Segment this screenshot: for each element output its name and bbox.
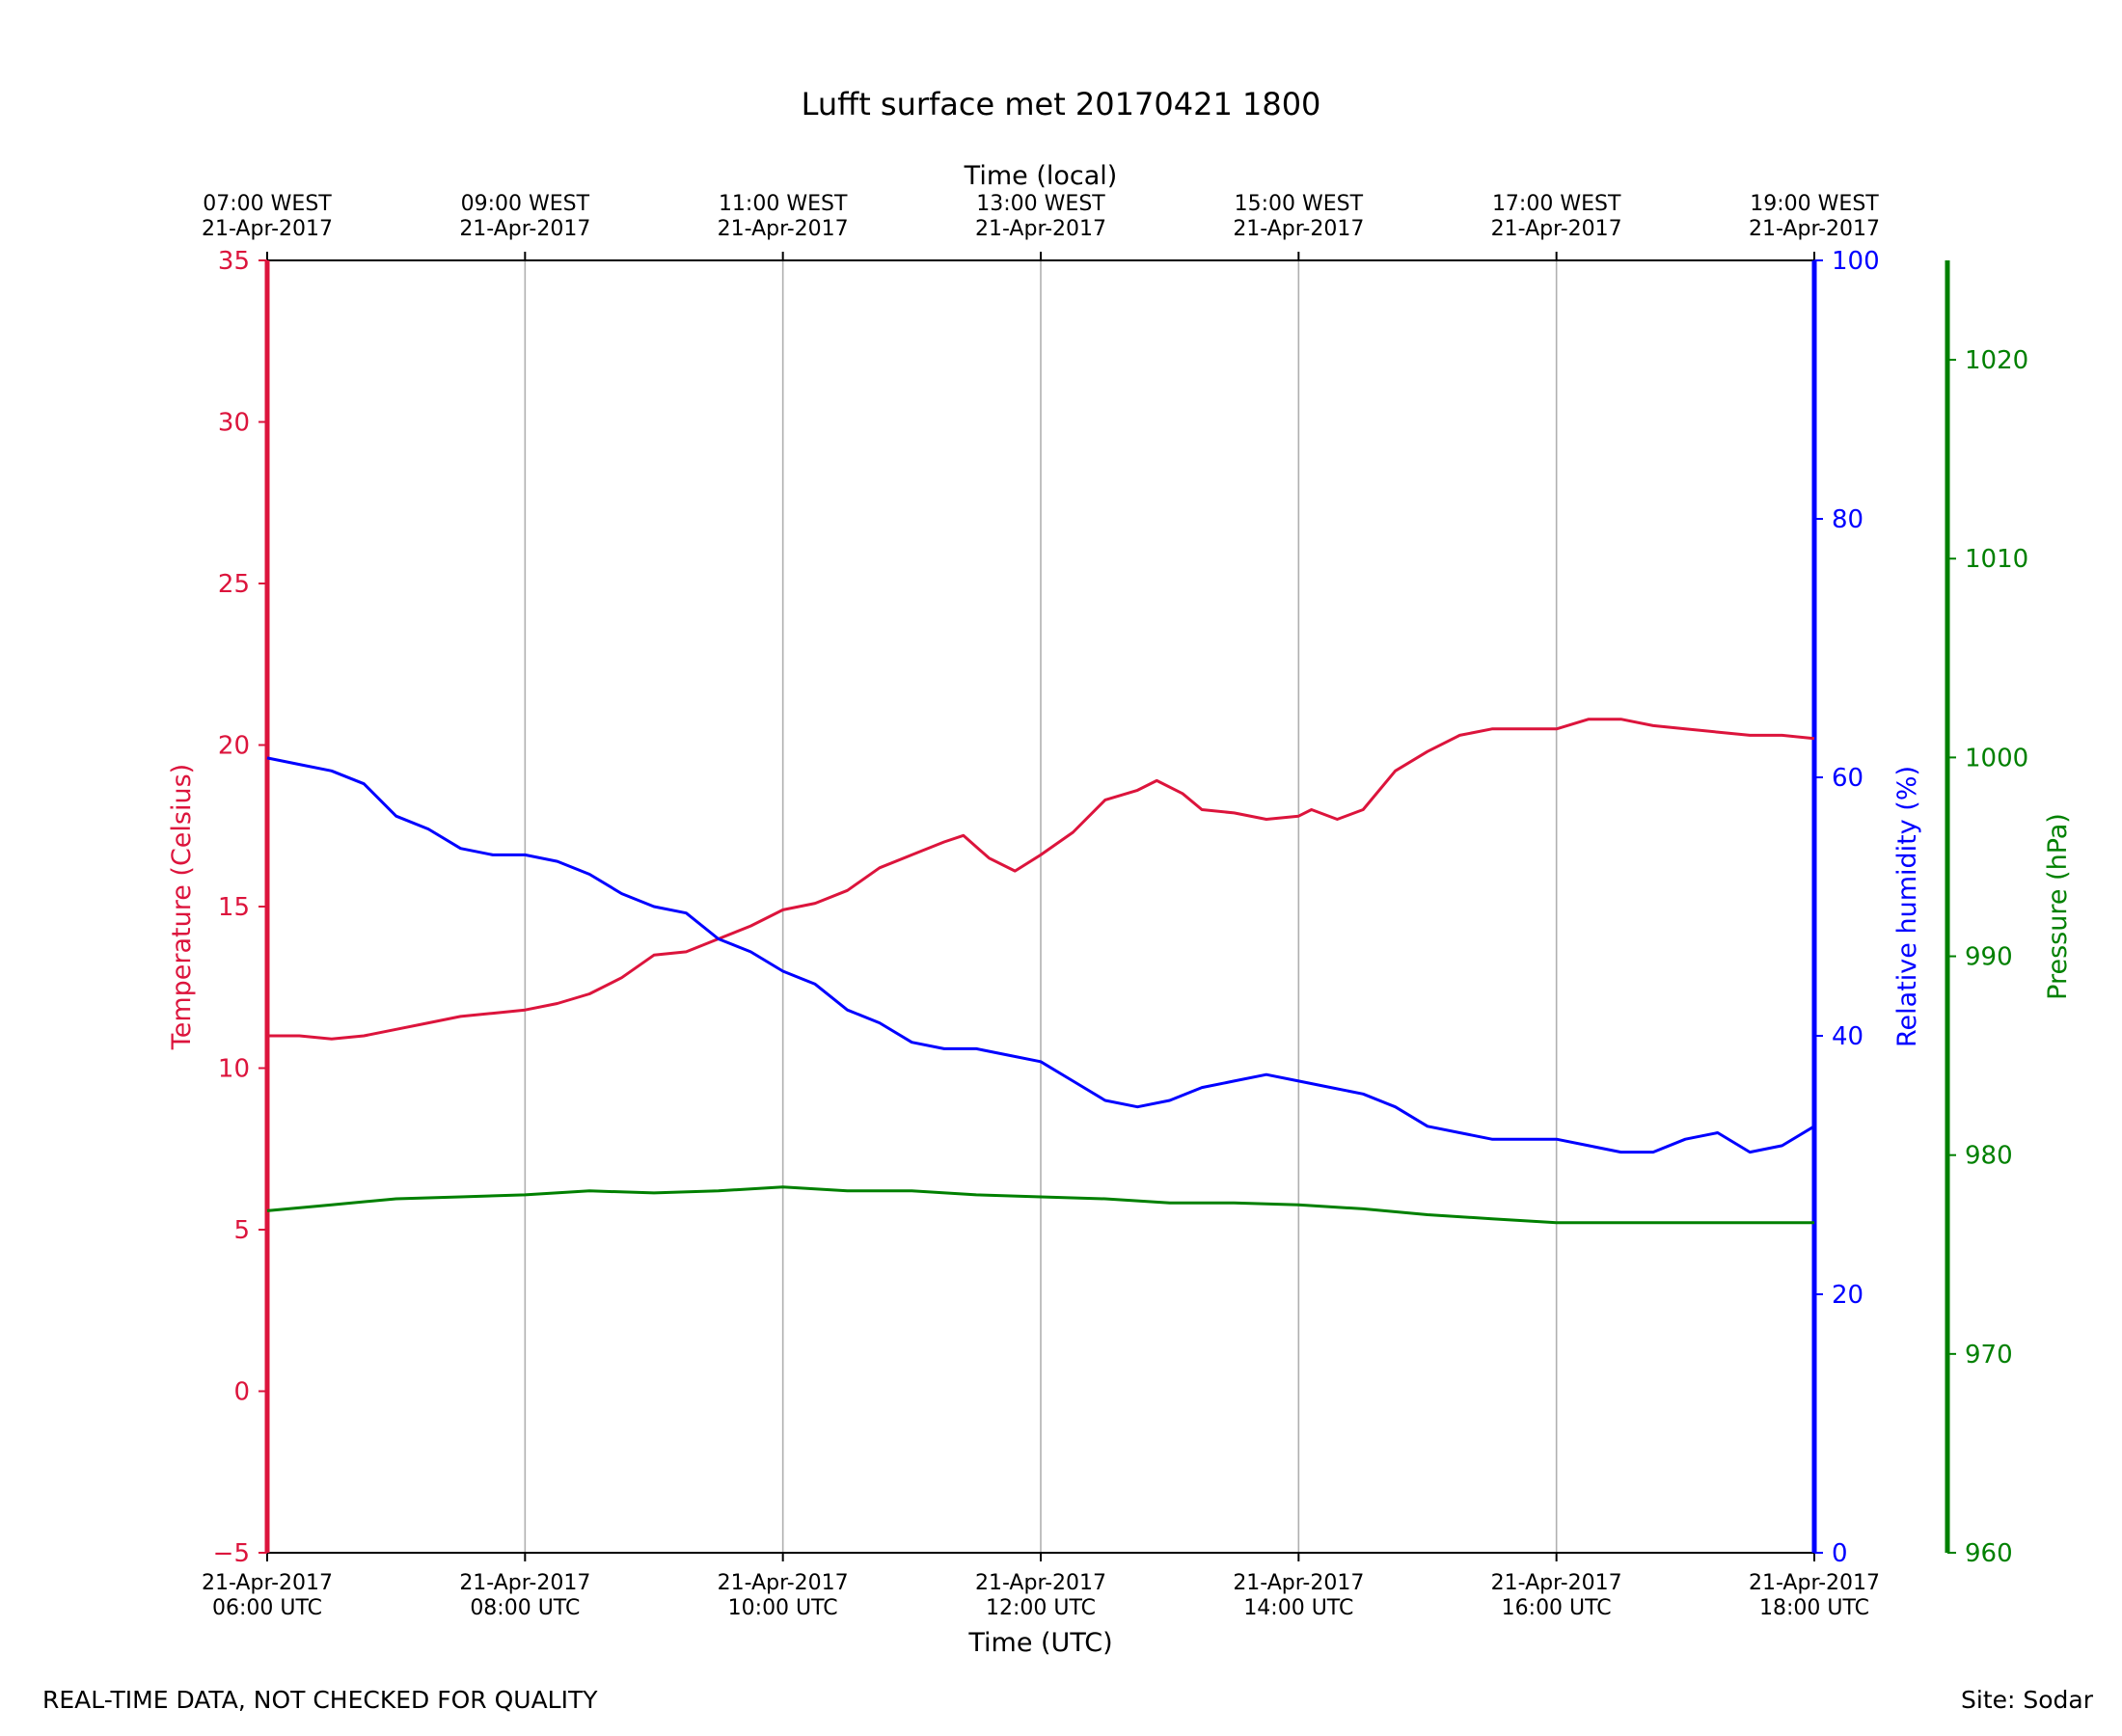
- pressure-tick-label: 1020: [1965, 346, 2028, 375]
- temperature-tick-label: 5: [233, 1216, 250, 1245]
- quality-note: REAL-TIME DATA, NOT CHECKED FOR QUALITY: [42, 1686, 598, 1714]
- temperature-tick-label: 10: [218, 1055, 250, 1084]
- x-tick-label-time: 08:00 UTC: [470, 1596, 580, 1620]
- temperature-line: [267, 718, 1815, 1041]
- temperature-tick-label: 30: [218, 409, 250, 438]
- temperature-tick-label: 0: [233, 1378, 250, 1407]
- top-tick-label-date: 21-Apr-2017: [202, 217, 333, 241]
- x-tick-label-date: 21-Apr-2017: [975, 1571, 1106, 1595]
- pressure-tick-label: 980: [1965, 1142, 2013, 1171]
- top-tick-label-time: 17:00 WEST: [1492, 192, 1621, 216]
- x-tick-label-time: 06:00 UTC: [212, 1596, 322, 1620]
- x-tick-label-date: 21-Apr-2017: [718, 1571, 849, 1595]
- pressure-line: [266, 1185, 1814, 1225]
- top-tick-label-time: 19:00 WEST: [1750, 192, 1879, 216]
- temperature-tick-label: 25: [218, 570, 250, 599]
- humidity-tick-label: 100: [1832, 247, 1880, 276]
- top-tick-label-date: 21-Apr-2017: [1749, 217, 1880, 241]
- top-tick-label-time: 11:00 WEST: [719, 192, 848, 216]
- x-tick-label-date: 21-Apr-2017: [1491, 1571, 1622, 1595]
- top-tick-label-date: 21-Apr-2017: [975, 217, 1106, 241]
- temperature-tick-label: 20: [218, 732, 250, 761]
- x-tick-label-time: 14:00 UTC: [1243, 1596, 1353, 1620]
- top-tick-label-date: 21-Apr-2017: [459, 217, 590, 241]
- x-tick-label-time: 12:00 UTC: [986, 1596, 1096, 1620]
- pressure-tick-label: 1010: [1965, 545, 2028, 574]
- site-label: Site: Sodar: [1961, 1686, 2093, 1714]
- temperature-tick-label: −5: [213, 1539, 250, 1568]
- x-tick-label-time: 18:00 UTC: [1759, 1596, 1869, 1620]
- pressure-axis-label: Pressure (hPa): [2043, 813, 2073, 1000]
- pressure-tick-label: 1000: [1965, 744, 2028, 773]
- top-tick-label-time: 07:00 WEST: [203, 192, 332, 216]
- temperature-axis-label: Temperature (Celsius): [167, 764, 197, 1050]
- x-tick-label-date: 21-Apr-2017: [1233, 1571, 1364, 1595]
- humidity-axis-label: Relative humidity (%): [1892, 766, 1922, 1047]
- x-axis-bottom-label: Time (UTC): [967, 1628, 1112, 1658]
- x-tick-label-time: 16:00 UTC: [1502, 1596, 1612, 1620]
- humidity-tick-label: 60: [1832, 764, 1864, 793]
- pressure-tick-label: 990: [1965, 943, 2013, 972]
- x-tick-label-date: 21-Apr-2017: [202, 1571, 333, 1595]
- top-tick-label-time: 09:00 WEST: [461, 192, 590, 216]
- pressure-tick-label: 960: [1965, 1539, 2013, 1568]
- humidity-tick-label: 80: [1832, 505, 1864, 534]
- temperature-tick-label: 15: [218, 893, 250, 922]
- temperature-tick-label: 35: [218, 247, 250, 276]
- pressure-tick-label: 970: [1965, 1341, 2013, 1370]
- x-tick-label-date: 21-Apr-2017: [1749, 1571, 1880, 1595]
- humidity-tick-label: 40: [1832, 1022, 1864, 1051]
- top-tick-label-time: 13:00 WEST: [976, 192, 1105, 216]
- top-tick-label-date: 21-Apr-2017: [1491, 217, 1622, 241]
- humidity-tick-label: 0: [1832, 1539, 1848, 1568]
- x-tick-label-date: 21-Apr-2017: [459, 1571, 590, 1595]
- x-tick-label-time: 10:00 UTC: [728, 1596, 838, 1620]
- top-tick-label-date: 21-Apr-2017: [718, 217, 849, 241]
- relative-humidity-line: [266, 756, 1815, 1154]
- chart-title: Lufft surface met 20170421 1800: [802, 86, 1321, 122]
- top-tick-label-time: 15:00 WEST: [1235, 192, 1364, 216]
- humidity-tick-label: 20: [1832, 1281, 1864, 1310]
- x-axis-top-label: Time (local): [964, 161, 1118, 191]
- top-tick-label-date: 21-Apr-2017: [1233, 217, 1364, 241]
